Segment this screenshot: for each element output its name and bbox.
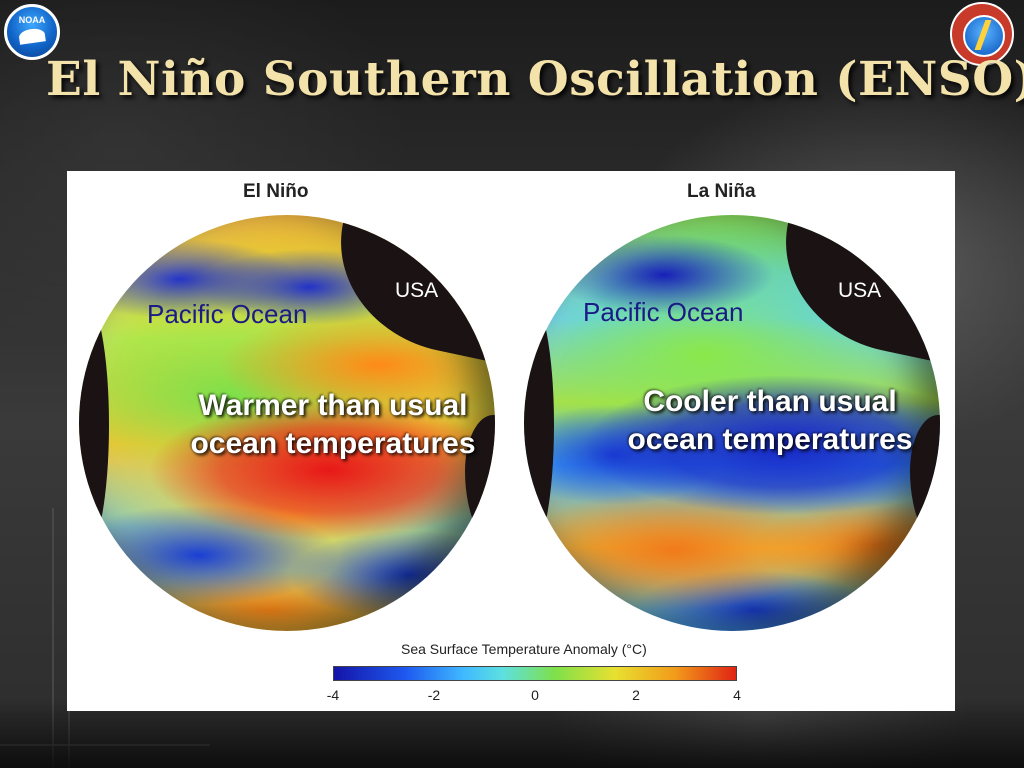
- el-nino-callout: Warmer than usual ocean temperatures: [163, 387, 503, 463]
- la-nina-globe: [524, 215, 940, 631]
- la-nina-usa-label: USA: [838, 279, 882, 302]
- el-nino-callout-line2: ocean temperatures: [190, 427, 476, 460]
- la-nina-callout: Cooler than usual ocean temperatures: [605, 383, 935, 459]
- colorbar-tick: -4: [326, 687, 340, 703]
- asia-landmass: [524, 295, 554, 555]
- el-nino-callout-line1: Warmer than usual: [198, 389, 468, 422]
- enso-figure: El Niño La Niña USA Pacific Ocean Warmer…: [67, 171, 955, 711]
- el-nino-ocean-label: Pacific Ocean: [147, 299, 308, 329]
- seagull-icon: [18, 27, 46, 45]
- asia-landmass: [79, 295, 109, 555]
- colorbar-tick: 0: [531, 687, 539, 703]
- el-nino-usa-label: USA: [395, 279, 439, 302]
- la-nina-callout-line1: Cooler than usual: [643, 385, 897, 418]
- el-nino-caption: El Niño: [243, 181, 309, 202]
- noaa-logo-text: NOAA: [18, 15, 46, 25]
- la-nina-caption: La Niña: [687, 181, 756, 202]
- colorbar-tick: -2: [427, 687, 441, 703]
- noaa-logo: NOAA: [4, 4, 60, 60]
- colorbar-tick: 4: [733, 687, 741, 703]
- la-nina-ocean-label: Pacific Ocean: [583, 297, 744, 327]
- el-nino-globe: [79, 215, 495, 631]
- colorbar: [333, 666, 737, 681]
- slide-title: El Niño Southern Oscillation (ENSO): [46, 52, 1024, 107]
- colorbar-title: Sea Surface Temperature Anomaly (°C): [401, 641, 647, 657]
- la-nina-callout-line2: ocean temperatures: [627, 423, 913, 456]
- national-weather-service-logo: [950, 2, 1014, 66]
- colorbar-tick: 2: [632, 687, 640, 703]
